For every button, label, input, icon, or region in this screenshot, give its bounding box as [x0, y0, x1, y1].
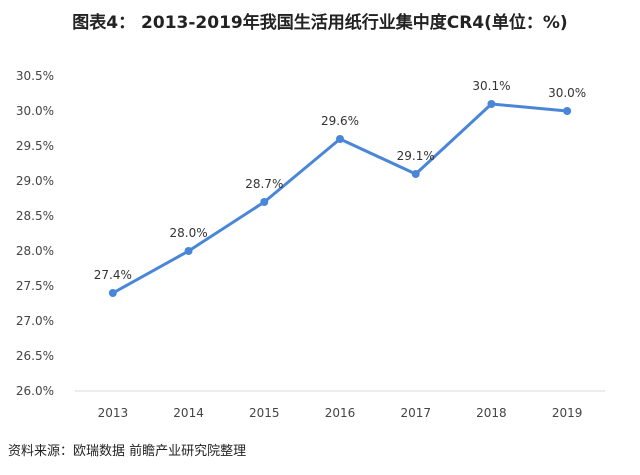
x-axis: 2013 2014 2015 2016 2017 2018 2019 — [98, 406, 583, 420]
source-note: 资料来源：欧瑞数据 前瞻产业研究院整理 — [8, 444, 247, 459]
x-tick-label: 2013 — [98, 406, 129, 420]
x-tick-label: 2016 — [325, 406, 356, 420]
data-point — [260, 198, 269, 206]
y-tick-label: 29.0% — [16, 174, 54, 188]
y-tick-label: 28.0% — [16, 244, 54, 258]
y-tick-label: 30.5% — [16, 69, 54, 83]
x-tick-label: 2017 — [400, 406, 431, 420]
data-point — [411, 170, 420, 178]
data-point — [336, 135, 344, 143]
series-line — [111, 102, 569, 295]
y-tick-label: 28.5% — [16, 209, 54, 223]
data-label: 29.1% — [397, 149, 435, 163]
data-label: 27.4% — [94, 268, 132, 282]
data-point — [108, 289, 117, 297]
data-point — [563, 107, 572, 115]
data-label: 30.1% — [472, 79, 510, 93]
y-tick-label: 26.0% — [16, 384, 54, 398]
y-tick-label: 27.0% — [16, 314, 54, 328]
y-tick-label: 26.5% — [16, 349, 54, 363]
x-tick-label: 2018 — [476, 406, 507, 420]
data-point — [184, 247, 193, 255]
data-label: 30.0% — [548, 86, 586, 100]
data-label: 28.7% — [245, 177, 283, 191]
y-tick-label: 27.5% — [16, 279, 54, 293]
x-tick-label: 2019 — [552, 406, 583, 420]
x-tick-label: 2014 — [173, 406, 204, 420]
y-tick-label: 30.0% — [16, 104, 54, 118]
plot-area: 27.4% 28.0% 28.7% 29.6% 29.1% 30.1% 30.0% — [94, 79, 586, 297]
data-label: 28.0% — [170, 226, 208, 240]
x-tick-label: 2015 — [249, 406, 280, 420]
data-point — [487, 100, 496, 108]
chart-title: 图表4： 2013-2019年我国生活用纸行业集中度CR4(单位：%) — [72, 13, 568, 33]
y-axis: 26.0% 26.5% 27.0% 27.5% 28.0% 28.5% 29.0% 29.5%… — [16, 69, 54, 398]
y-tick-label: 29.5% — [16, 139, 54, 153]
data-label: 29.6% — [321, 114, 359, 128]
